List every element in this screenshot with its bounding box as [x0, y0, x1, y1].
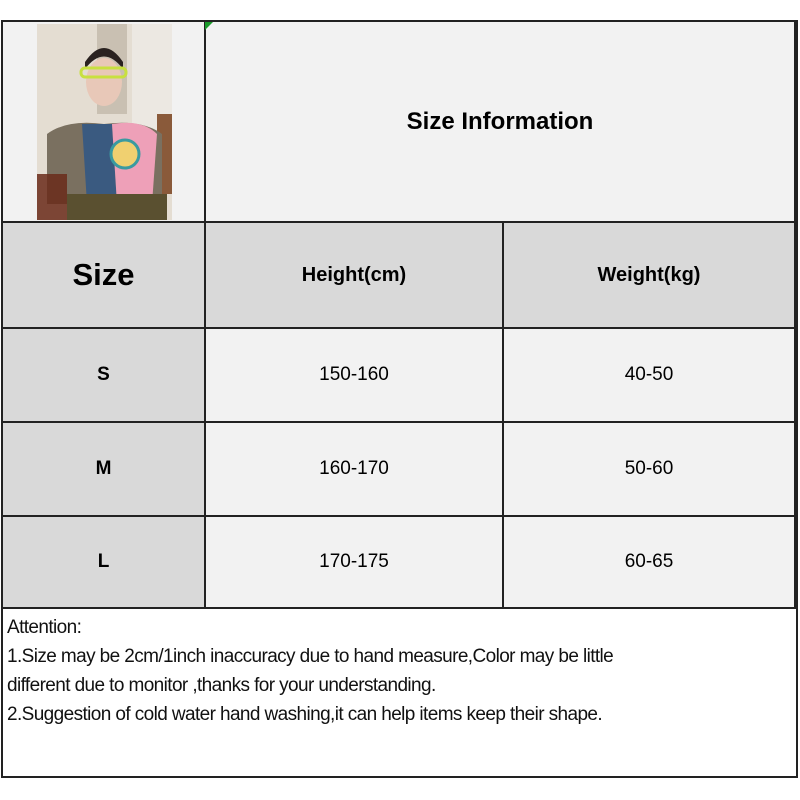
size-chart-table: Size Information Size Height(cm) Weight(…: [1, 20, 798, 778]
cell-comment-marker: [205, 22, 213, 30]
notes-line: different due to monitor ,thanks for you…: [7, 675, 436, 696]
notes-line: 2.Suggestion of cold water hand washing,…: [7, 704, 603, 725]
row-height: 150-160: [206, 329, 504, 423]
notes-heading: Attention:: [7, 617, 82, 638]
row-weight: 60-65: [504, 517, 796, 609]
product-photo: [37, 24, 172, 220]
column-header-weight: Weight(kg): [504, 223, 796, 329]
column-header-size: Size: [3, 223, 206, 329]
photo-cell: [3, 22, 206, 223]
row-size: M: [3, 423, 206, 517]
column-header-height: Height(cm): [206, 223, 504, 329]
row-weight: 50-60: [504, 423, 796, 517]
notes-line: 1.Size may be 2cm/1inch inaccuracy due t…: [7, 646, 614, 667]
size-information-title: Size Information: [206, 22, 796, 223]
row-size: L: [3, 517, 206, 609]
attention-notes: Attention: 1.Size may be 2cm/1inch inacc…: [3, 609, 796, 776]
row-weight: 40-50: [504, 329, 796, 423]
row-height: 160-170: [206, 423, 504, 517]
row-size: S: [3, 329, 206, 423]
row-height: 170-175: [206, 517, 504, 609]
